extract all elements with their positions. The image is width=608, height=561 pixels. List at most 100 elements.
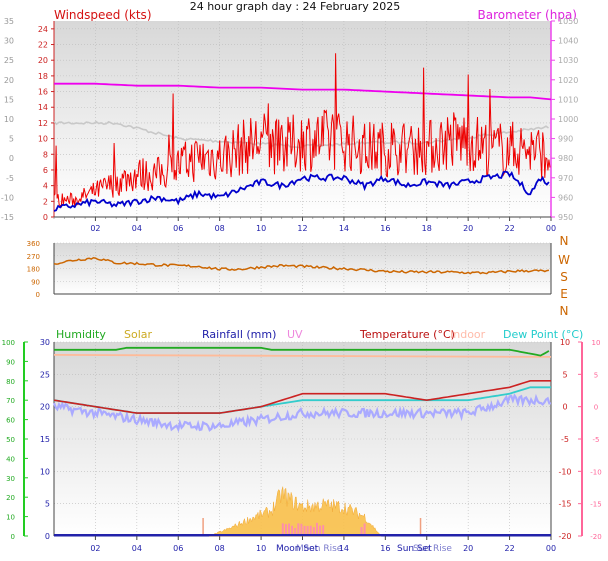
weather-x-tick-label: 20 <box>463 544 473 553</box>
legend-dewpoint: Dew Point (°C) <box>503 328 583 341</box>
legend-solar: Solar <box>124 328 153 341</box>
wind-x-tick-label: 10 <box>256 224 266 233</box>
legend-uv: UV <box>287 328 303 341</box>
weather-grid <box>54 341 552 537</box>
weather-x-tick-label: 16 <box>380 544 390 553</box>
wind-left-tick-label: 2 <box>43 197 48 206</box>
uv-bar <box>315 522 318 536</box>
weather-x-tick-label: 14 <box>339 544 349 553</box>
uv-bar <box>322 525 325 536</box>
temp-tick-label: -20 <box>558 532 571 541</box>
event-moon-rise: Moon Rise <box>296 544 343 554</box>
event-sun-set: Sun Set <box>397 544 432 554</box>
legend-rainfall: Rainfall (mm) <box>202 328 276 341</box>
uv-bar <box>281 523 284 536</box>
uv-bar <box>312 527 315 536</box>
wind-outer-tick-label: 25 <box>4 56 14 65</box>
wind-left-tick-label: 4 <box>43 182 48 191</box>
temp-outer-tick-label: 5 <box>594 371 598 379</box>
wind-direction-line <box>53 257 550 275</box>
temp-outer-tick-label: 10 <box>592 339 601 347</box>
wind-outer-tick-label: 0 <box>9 154 14 163</box>
wind-right-tick-label: 1020 <box>558 76 578 85</box>
wind-x-tick-label: 20 <box>463 224 473 233</box>
wind-x-tick-label: 18 <box>422 224 432 233</box>
temp-tick-label: -5 <box>561 435 569 444</box>
wind-right-tick-label: 960 <box>558 193 573 202</box>
rain-tick-label: 0 <box>45 532 50 541</box>
uv-bar <box>288 523 291 536</box>
wind-x-tick-label: 12 <box>297 224 307 233</box>
wind-left-tick-label: 18 <box>38 72 48 81</box>
wind-right-tick-label: 970 <box>558 174 573 183</box>
temp-outer-tick-label: -20 <box>590 533 601 541</box>
weather-x-tick-label: 10 <box>256 544 266 553</box>
wind-x-tick-label: 14 <box>339 224 349 233</box>
wind-left-tick-label: 20 <box>38 56 48 65</box>
temperature-line <box>53 379 551 414</box>
rain-tick-label: 30 <box>40 338 50 347</box>
wind-axes: 024681012141618202224-15-10-505101520253… <box>1 17 578 233</box>
uv-bar <box>319 525 322 536</box>
temp-outer-tick-label: 0 <box>594 404 598 412</box>
wind-left-tick-label: 8 <box>43 150 48 159</box>
compass-label: S <box>560 270 568 284</box>
rain-tick-label: 15 <box>40 435 50 444</box>
humidity-tick-label: 40 <box>6 455 15 463</box>
humidity-tick-label: 70 <box>6 397 15 405</box>
wind-x-tick-label: 22 <box>504 224 514 233</box>
wind-left-tick-label: 12 <box>38 119 48 128</box>
direction-series <box>53 257 550 275</box>
wind-left-tick-label: 6 <box>43 166 48 175</box>
rain-tick-label: 5 <box>45 500 50 509</box>
wind-x-tick-label: 04 <box>132 224 142 233</box>
humidity-tick-label: 100 <box>2 339 15 347</box>
wind-left-tick-label: 10 <box>38 135 48 144</box>
temp-outer-tick-label: -15 <box>590 501 601 509</box>
wind-outer-tick-label: 15 <box>4 95 14 104</box>
weather-x-tick-label: 02 <box>90 544 100 553</box>
weather-series <box>52 346 552 537</box>
event-labels: Moon Set Moon Rise Sun Set Sun Rise <box>276 544 452 554</box>
weather-x-tick-label: 06 <box>173 544 183 553</box>
compass-label: E <box>560 287 568 301</box>
temp-tick-label: -15 <box>558 500 571 509</box>
humidity-tick-label: 10 <box>6 514 15 522</box>
wind-right-tick-label: 950 <box>558 213 573 222</box>
wind-x-tick-label: 02 <box>90 224 100 233</box>
wind-outer-tick-label: 30 <box>4 37 14 46</box>
wind-x-tick-label: 06 <box>173 224 183 233</box>
wind-right-tick-label: 990 <box>558 135 573 144</box>
wind-legend-right: Barometer (hpa) <box>478 8 577 22</box>
wind-panel: 024681012141618202224-15-10-505101520253… <box>1 17 578 233</box>
legend-indoor: Indoor <box>450 328 486 341</box>
temp-outer-tick-label: -10 <box>590 468 601 476</box>
wind-left-tick-label: 14 <box>38 103 48 112</box>
temp-tick-label: 10 <box>560 338 570 347</box>
solar-area <box>209 486 382 537</box>
uv-bar <box>297 523 300 536</box>
wind-right-tick-label: 980 <box>558 154 573 163</box>
humidity-tick-label: 90 <box>6 358 15 366</box>
weather-x-tick-label: 22 <box>504 544 514 553</box>
wind-legend-left: Windspeed (kts) <box>54 8 152 22</box>
wind-plot-area <box>54 21 551 217</box>
humidity-tick-label: 20 <box>6 494 15 502</box>
weather-x-tick-label: 08 <box>215 544 225 553</box>
humidity-tick-label: 30 <box>6 475 15 483</box>
wind-x-tick-label: 08 <box>215 224 225 233</box>
direction-plot-area <box>54 243 551 294</box>
wind-outer-tick-label: 5 <box>9 135 14 144</box>
wind-outer-tick-label: -10 <box>1 193 14 202</box>
rain-tick-label: 10 <box>40 467 50 476</box>
temp-outer-tick-label: -5 <box>593 436 600 444</box>
uv-bar <box>300 523 303 536</box>
wind-right-tick-label: 1030 <box>558 56 578 65</box>
uv-bar <box>291 525 294 536</box>
uv-bar <box>294 528 297 536</box>
humidity-line <box>54 346 550 357</box>
